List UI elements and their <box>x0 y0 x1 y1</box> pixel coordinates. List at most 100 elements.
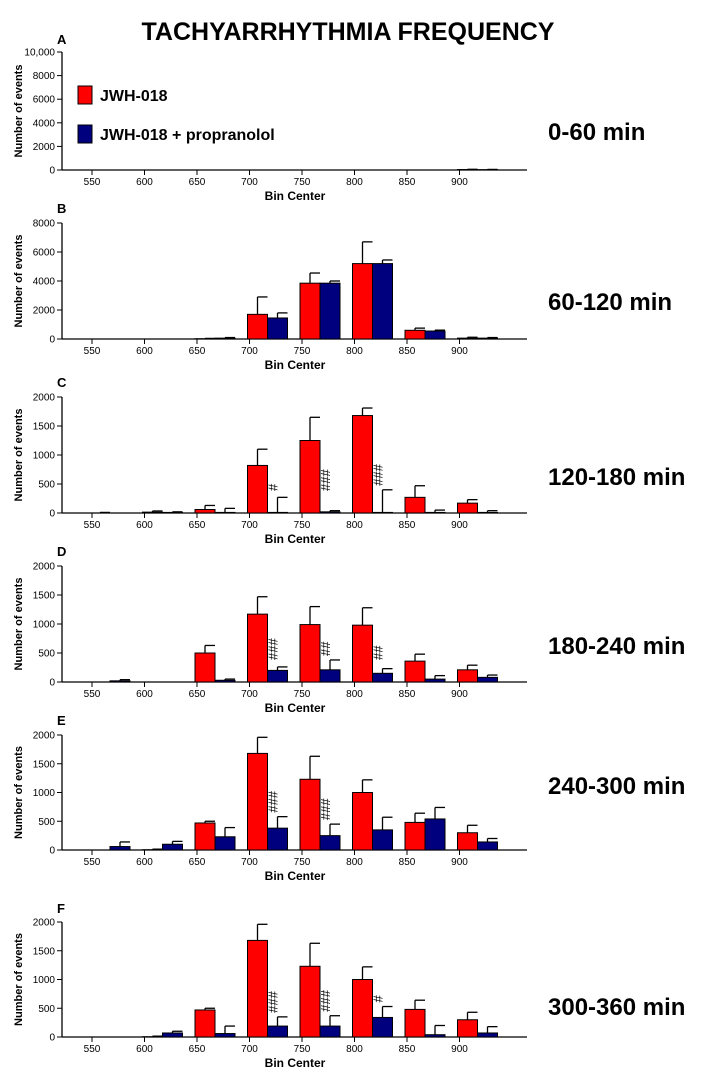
x-tick-label: 800 <box>346 520 363 531</box>
panel-letter: A <box>57 32 67 47</box>
bar <box>142 511 163 514</box>
x-tick-label: 650 <box>189 520 206 531</box>
y-tick-label: 4000 <box>33 118 56 129</box>
x-tick-label: 650 <box>189 857 206 868</box>
x-tick-label: 850 <box>399 857 416 868</box>
y-tick-label: 4000 <box>33 277 56 288</box>
bar <box>457 502 478 514</box>
panel-period-label: 240-300 min <box>548 773 685 800</box>
y-tick-label: 10,000 <box>24 48 55 59</box>
y-tick-label: 500 <box>38 1004 55 1015</box>
bar <box>477 841 498 851</box>
x-tick-label: 700 <box>241 346 258 357</box>
y-axis-label: Number of events <box>13 933 25 1026</box>
panel-period-label: 0-60 min <box>548 119 645 146</box>
significance-mark: ### <box>371 463 386 485</box>
legend-swatch-propranolol <box>77 124 93 144</box>
panel-f: F 300-360 min Number of events Bin Center 0 5… <box>13 901 685 1070</box>
bar <box>404 821 426 851</box>
x-tick-label: 550 <box>84 857 101 868</box>
bar <box>457 337 478 340</box>
y-tick-label: 2000 <box>33 562 56 573</box>
bar <box>319 669 341 683</box>
bar <box>404 329 426 340</box>
bar <box>372 511 393 514</box>
bar <box>352 263 373 340</box>
panel-letter: F <box>57 901 65 916</box>
bar <box>319 835 341 851</box>
bar <box>372 263 393 340</box>
panel-period-label: 60-120 min <box>548 289 672 316</box>
y-tick-label: 1500 <box>33 759 56 770</box>
bar <box>457 1019 478 1038</box>
bar <box>194 509 216 514</box>
bar <box>267 317 288 340</box>
bar <box>404 1008 426 1038</box>
significance-mark: ## <box>318 641 333 656</box>
significance-mark: ### <box>318 798 333 820</box>
x-tick-label: 900 <box>451 857 468 868</box>
x-tick-label: 750 <box>294 689 311 700</box>
x-axis-label: Bin Center <box>265 701 326 715</box>
y-axis-label: Number of events <box>13 578 25 671</box>
y-tick-label: 2000 <box>33 918 56 929</box>
bar <box>247 464 268 514</box>
panel-period-label: 300-360 min <box>548 994 685 1021</box>
x-tick-label: 700 <box>241 520 258 531</box>
x-tick-label: 700 <box>241 689 258 700</box>
bar <box>372 672 393 683</box>
x-tick-label: 650 <box>189 689 206 700</box>
x-tick-label: 900 <box>451 177 468 188</box>
y-axis-label: Number of events <box>13 746 25 839</box>
y-tick-label: 500 <box>38 480 55 491</box>
bar <box>247 313 268 340</box>
bar <box>352 979 373 1038</box>
panel-letter: E <box>57 713 66 728</box>
y-tick-label: 0 <box>49 166 55 177</box>
y-tick-label: 8000 <box>33 219 56 230</box>
y-tick-label: 500 <box>38 817 55 828</box>
y-tick-label: 1500 <box>33 946 56 957</box>
bar <box>109 846 131 851</box>
panel-period-label: 180-240 min <box>548 633 685 660</box>
x-tick-label: 750 <box>294 857 311 868</box>
significance-mark: ### <box>318 469 333 491</box>
significance-mark: ### <box>266 638 281 660</box>
bar <box>247 613 268 683</box>
x-tick-label: 800 <box>346 346 363 357</box>
y-axis-label: Number of events <box>13 409 25 502</box>
x-tick-label: 900 <box>451 346 468 357</box>
bar <box>477 511 498 514</box>
x-tick-label: 650 <box>189 177 206 188</box>
x-tick-label: 700 <box>241 1044 258 1055</box>
panel-c: C 120-180 min Number of events Bin Center 0 5… <box>13 375 685 546</box>
bar <box>267 669 288 683</box>
panel-period-label: 120-180 min <box>548 464 685 491</box>
bar <box>372 1016 393 1038</box>
panel-e: E 240-300 min Number of events Bin Center 0 5… <box>13 713 685 883</box>
bar <box>299 282 321 340</box>
bar <box>352 415 373 514</box>
bar <box>162 511 183 514</box>
bar <box>299 965 321 1038</box>
bar <box>162 843 183 851</box>
bar <box>352 792 373 851</box>
y-tick-label: 2000 <box>33 731 56 742</box>
bar <box>319 1025 341 1038</box>
y-axis-label: Number of events <box>13 235 25 328</box>
x-tick-label: 550 <box>84 346 101 357</box>
panel-letter: C <box>57 375 67 390</box>
x-tick-label: 650 <box>189 1044 206 1055</box>
x-tick-label: 850 <box>399 177 416 188</box>
x-axis-label: Bin Center <box>265 1056 326 1070</box>
x-tick-label: 600 <box>136 857 153 868</box>
y-tick-label: 0 <box>49 335 55 346</box>
bar <box>267 511 288 514</box>
bar <box>424 330 446 340</box>
bar <box>404 660 426 683</box>
panel-d: D 180-240 min Number of events Bin Center 0 5… <box>13 544 685 715</box>
panels: A 0-60 min Number of events Bin Center 0 2000… <box>13 32 685 1070</box>
bar <box>477 676 498 683</box>
bar <box>214 836 236 851</box>
bar <box>267 827 288 851</box>
